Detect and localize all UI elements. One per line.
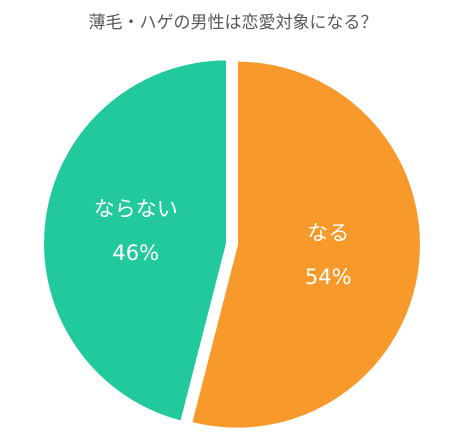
pie-slice (42, 58, 229, 423)
pie-slice (189, 59, 422, 430)
chart-title: 薄毛・ハゲの男性は恋愛対象になる？ (89, 12, 378, 33)
slice-value-label: 46% (112, 241, 159, 265)
slice-category-label: なる (307, 221, 349, 245)
slice-value-label: 54% (305, 265, 352, 289)
slice-category-label: ならない (94, 197, 178, 221)
